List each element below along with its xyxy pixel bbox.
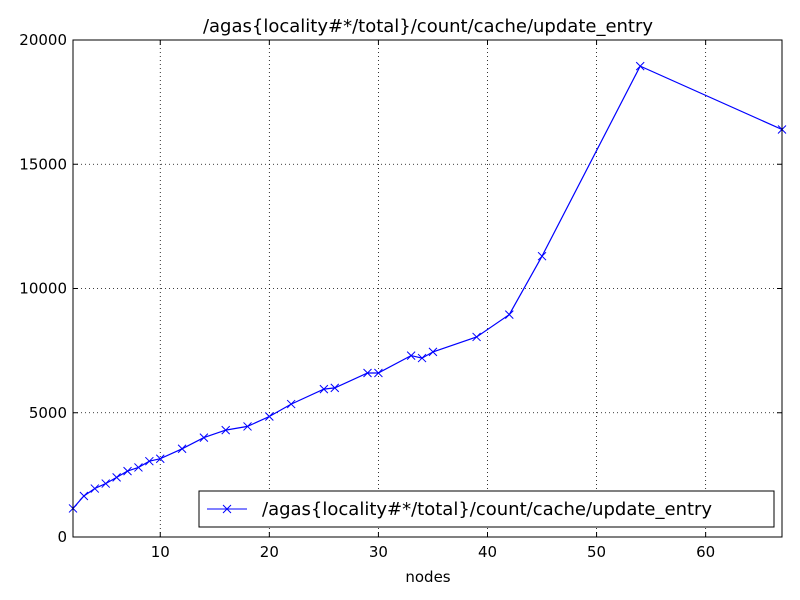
data-point-marker [90, 484, 100, 493]
data-point-marker [537, 251, 547, 261]
data-point-marker [177, 444, 187, 454]
data-point-marker [504, 310, 514, 319]
legend: /agas{locality#*/total}/count/cache/upda… [198, 490, 775, 528]
x-axis-label: nodes [405, 568, 450, 586]
data-point-marker [374, 368, 383, 378]
legend-entry-label: /agas{locality#*/total}/count/cache/upda… [262, 499, 712, 520]
data-point-marker [406, 351, 416, 360]
data-point-marker [417, 353, 427, 363]
data-point-marker [243, 422, 252, 431]
legend-marker-x [222, 504, 232, 514]
data-point-marker [221, 425, 231, 435]
y-tick-label: 15000 [19, 155, 67, 173]
data-point-marker [112, 473, 121, 482]
chart-title: /agas{locality#*/total}/count/cache/upda… [203, 16, 653, 37]
data-point-marker [635, 61, 645, 71]
data-point-marker [363, 368, 372, 378]
data-point-marker [319, 384, 329, 394]
data-point-marker [79, 491, 89, 501]
x-tick-label: 10 [151, 543, 170, 561]
y-tick-label: 10000 [19, 280, 67, 298]
x-tick-label: 60 [696, 543, 715, 561]
data-point-marker [134, 463, 143, 472]
data-point-marker [155, 454, 165, 464]
data-point-marker [264, 412, 274, 421]
y-tick-label: 0 [57, 528, 67, 546]
x-tick-label: 50 [587, 543, 606, 561]
data-point-marker [472, 332, 481, 342]
series-layer [68, 61, 787, 513]
grid-lines [73, 40, 782, 537]
data-point-marker [145, 456, 154, 466]
x-tick-label: 40 [478, 543, 497, 561]
data-point-marker [330, 383, 340, 393]
data-point-marker [101, 479, 111, 488]
data-point-marker [286, 399, 296, 409]
x-tick-label: 30 [369, 543, 388, 561]
y-tick-label: 5000 [29, 404, 67, 422]
y-tick-label: 20000 [19, 31, 67, 49]
data-point-marker [428, 347, 438, 357]
data-point-marker [199, 433, 209, 442]
axis-ticks: 10 20 30 40 50 60 0 5000 10000 15000 20000 [19, 31, 782, 561]
data-point-marker [123, 466, 132, 476]
legend-box [198, 490, 775, 528]
x-tick-label: 20 [260, 543, 279, 561]
